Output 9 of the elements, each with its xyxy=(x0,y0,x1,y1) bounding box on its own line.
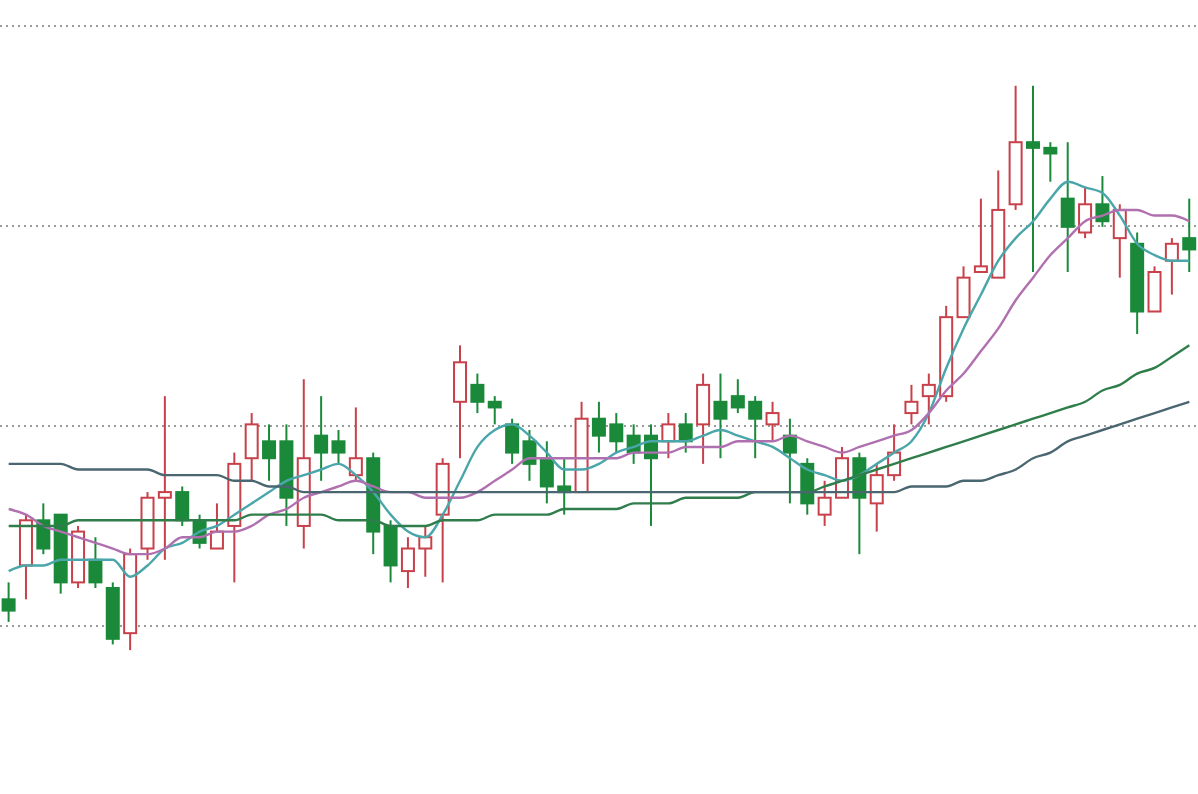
candlestick xyxy=(71,524,86,590)
candlestick xyxy=(1182,197,1197,273)
candlestick xyxy=(88,536,103,590)
candlestick xyxy=(1008,84,1023,211)
candlestick xyxy=(1060,141,1075,273)
candlestick xyxy=(383,519,398,584)
candlestick xyxy=(453,344,468,460)
candlestick xyxy=(713,372,728,460)
candlestick xyxy=(487,395,502,426)
